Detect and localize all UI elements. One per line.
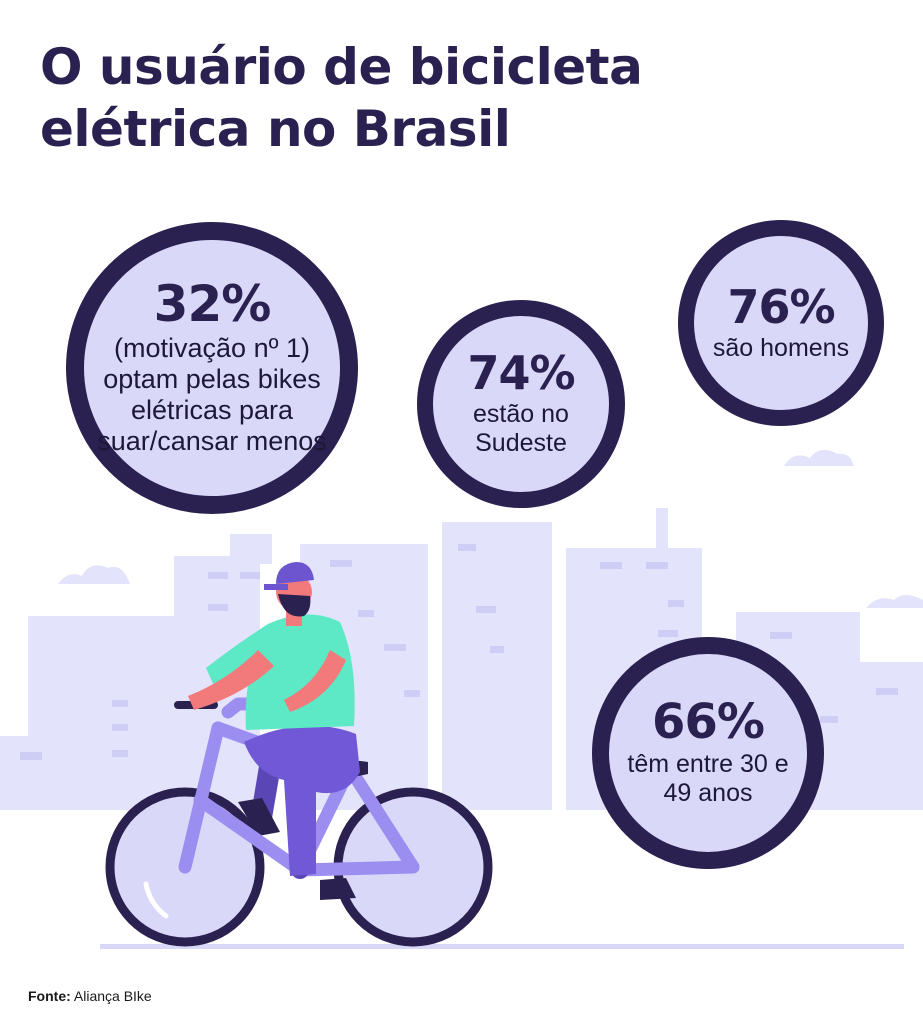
stat-description: estão no Sudeste — [473, 400, 569, 457]
source-credit: Fonte: Aliança BIke — [28, 988, 152, 1004]
stat-description: têm entre 30 e 49 anos — [627, 750, 789, 807]
city-skyline — [0, 449, 923, 949]
stat-circle-motivation: 32% (motivação nº 1) optam pelas bikes e… — [66, 222, 358, 514]
stat-circle-region: 74% estão no Sudeste — [417, 300, 625, 508]
ground-line — [100, 944, 904, 949]
stat-circle-age: 66% têm entre 30 e 49 anos — [592, 637, 824, 869]
stat-description: são homens — [712, 333, 850, 362]
page-title: O usuário de bicicleta elétrica no Brasi… — [40, 36, 900, 160]
source-text: Aliança BIke — [73, 988, 152, 1004]
title-line-1: O usuário de bicicleta — [40, 38, 643, 96]
person-riding-bicycle-icon — [105, 562, 493, 947]
stat-description: (motivação nº 1) optam pelas bikes elétr… — [97, 332, 327, 457]
stat-value: 32% — [153, 274, 272, 333]
source-label: Fonte: — [28, 988, 71, 1004]
title-line-2: elétrica no Brasil — [40, 100, 511, 158]
stat-value: 74% — [467, 346, 575, 401]
stat-value: 76% — [727, 279, 835, 334]
stat-circle-gender: 76% são homens — [678, 220, 884, 426]
cloud-icon — [58, 449, 923, 608]
stat-value: 66% — [652, 694, 765, 751]
